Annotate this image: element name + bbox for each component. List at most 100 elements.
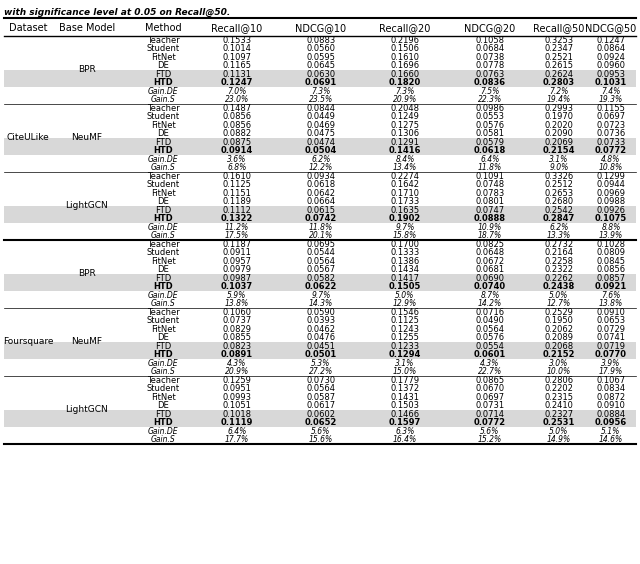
Text: 15.6%: 15.6% [309, 435, 333, 444]
Text: Recall@10: Recall@10 [211, 23, 262, 33]
Text: 14.9%: 14.9% [547, 435, 571, 444]
Text: 15.2%: 15.2% [478, 435, 502, 444]
Text: 0.1018: 0.1018 [223, 410, 252, 418]
Text: 0.0595: 0.0595 [307, 53, 335, 61]
Text: 0.1779: 0.1779 [390, 376, 420, 385]
Text: 0.2196: 0.2196 [390, 36, 419, 45]
Text: 0.0770: 0.0770 [595, 350, 627, 359]
Text: 0.2315: 0.2315 [545, 393, 573, 402]
Text: 7.0%: 7.0% [227, 87, 246, 96]
Text: 0.1820: 0.1820 [389, 78, 421, 87]
Text: 20.9%: 20.9% [393, 95, 417, 104]
Text: 0.1306: 0.1306 [390, 129, 420, 138]
Text: 7.2%: 7.2% [549, 87, 569, 96]
Text: 8.8%: 8.8% [602, 223, 621, 232]
Text: 0.2048: 0.2048 [390, 104, 419, 113]
Text: 0.0738: 0.0738 [476, 53, 504, 61]
Text: 0.0731: 0.0731 [476, 401, 504, 410]
Text: 0.1119: 0.1119 [221, 418, 253, 428]
Text: 16.4%: 16.4% [393, 435, 417, 444]
Text: 0.2653: 0.2653 [545, 189, 573, 198]
Text: 0.0564: 0.0564 [307, 257, 335, 266]
Text: NeuMF: NeuMF [72, 337, 102, 346]
Text: 20.9%: 20.9% [225, 367, 249, 376]
Text: 3.1%: 3.1% [549, 155, 569, 164]
Text: 9.7%: 9.7% [311, 291, 331, 299]
Text: 0.1902: 0.1902 [389, 214, 421, 223]
Text: Gain.S: Gain.S [150, 435, 175, 444]
Text: 0.2680: 0.2680 [545, 197, 573, 206]
Text: 0.1546: 0.1546 [390, 308, 419, 317]
Text: Gain.S: Gain.S [150, 163, 175, 172]
Text: 13.4%: 13.4% [393, 163, 417, 172]
Text: 12.7%: 12.7% [547, 299, 571, 309]
Text: 0.0836: 0.0836 [474, 78, 506, 87]
Text: 0.2068: 0.2068 [545, 342, 573, 351]
Text: 0.2529: 0.2529 [545, 308, 573, 317]
Text: HTD: HTD [153, 418, 173, 428]
Text: 0.2327: 0.2327 [545, 410, 573, 418]
Text: 0.1275: 0.1275 [390, 121, 419, 130]
Text: Method: Method [145, 23, 181, 33]
Text: 0.1125: 0.1125 [223, 180, 252, 190]
Text: 0.1294: 0.1294 [389, 350, 421, 359]
Text: DE: DE [157, 61, 169, 70]
Text: 0.1031: 0.1031 [595, 78, 627, 87]
Text: 23.0%: 23.0% [225, 95, 249, 104]
Text: 0.0737: 0.0737 [222, 316, 252, 325]
Text: 0.0740: 0.0740 [474, 282, 506, 291]
Text: NDCG@10: NDCG@10 [296, 23, 347, 33]
Text: 0.0684: 0.0684 [476, 44, 504, 53]
Text: 0.1487: 0.1487 [223, 104, 252, 113]
Text: 0.2438: 0.2438 [543, 282, 575, 291]
Text: 0.0772: 0.0772 [595, 146, 627, 155]
Text: 0.0823: 0.0823 [223, 342, 252, 351]
Text: 0.0695: 0.0695 [307, 240, 335, 249]
Text: 0.2624: 0.2624 [545, 70, 573, 79]
Text: 0.1434: 0.1434 [390, 265, 419, 274]
Text: FitNet: FitNet [150, 189, 175, 198]
Text: 0.1416: 0.1416 [388, 146, 421, 155]
Text: 0.0648: 0.0648 [476, 248, 504, 257]
Text: 0.2154: 0.2154 [543, 146, 575, 155]
Text: 0.0564: 0.0564 [476, 325, 504, 334]
Text: Dataset: Dataset [9, 23, 47, 33]
Text: 0.2806: 0.2806 [545, 376, 573, 385]
Text: 0.0729: 0.0729 [596, 325, 625, 334]
Text: 7.6%: 7.6% [602, 291, 621, 299]
Text: 10.0%: 10.0% [547, 367, 571, 376]
Text: 0.0856: 0.0856 [223, 121, 252, 130]
Text: 0.1131: 0.1131 [223, 70, 252, 79]
Text: 0.0617: 0.0617 [307, 401, 335, 410]
Text: 0.1299: 0.1299 [596, 172, 625, 180]
Text: 17.5%: 17.5% [225, 231, 249, 240]
Text: 0.2274: 0.2274 [390, 172, 419, 180]
Text: 0.0691: 0.0691 [305, 78, 337, 87]
Text: 6.2%: 6.2% [311, 155, 331, 164]
Text: 0.0783: 0.0783 [476, 189, 504, 198]
Text: 0.0956: 0.0956 [595, 418, 627, 428]
Text: 22.3%: 22.3% [478, 95, 502, 104]
Text: 0.1067: 0.1067 [596, 376, 625, 385]
Text: Gain.DE: Gain.DE [148, 427, 179, 436]
Text: 6.4%: 6.4% [480, 155, 500, 164]
Text: Student: Student [147, 180, 180, 190]
Text: 0.0697: 0.0697 [476, 393, 504, 402]
Text: 0.0719: 0.0719 [596, 342, 625, 351]
Text: 0.1125: 0.1125 [390, 316, 419, 325]
Text: 0.0986: 0.0986 [476, 104, 504, 113]
Text: 0.0988: 0.0988 [596, 197, 625, 206]
Text: 0.0736: 0.0736 [596, 129, 626, 138]
Text: 0.0883: 0.0883 [307, 36, 335, 45]
Text: 0.1333: 0.1333 [390, 248, 420, 257]
Text: 0.1233: 0.1233 [390, 342, 420, 351]
Text: 0.0576: 0.0576 [476, 121, 504, 130]
Text: 0.0829: 0.0829 [223, 325, 252, 334]
Text: Foursquare: Foursquare [3, 337, 53, 346]
Text: FitNet: FitNet [150, 393, 175, 402]
Text: BPR: BPR [78, 65, 96, 74]
Text: 0.0888: 0.0888 [474, 214, 506, 223]
Text: 5.0%: 5.0% [396, 291, 415, 299]
Text: 0.0855: 0.0855 [223, 333, 252, 342]
Text: 0.1506: 0.1506 [390, 44, 419, 53]
